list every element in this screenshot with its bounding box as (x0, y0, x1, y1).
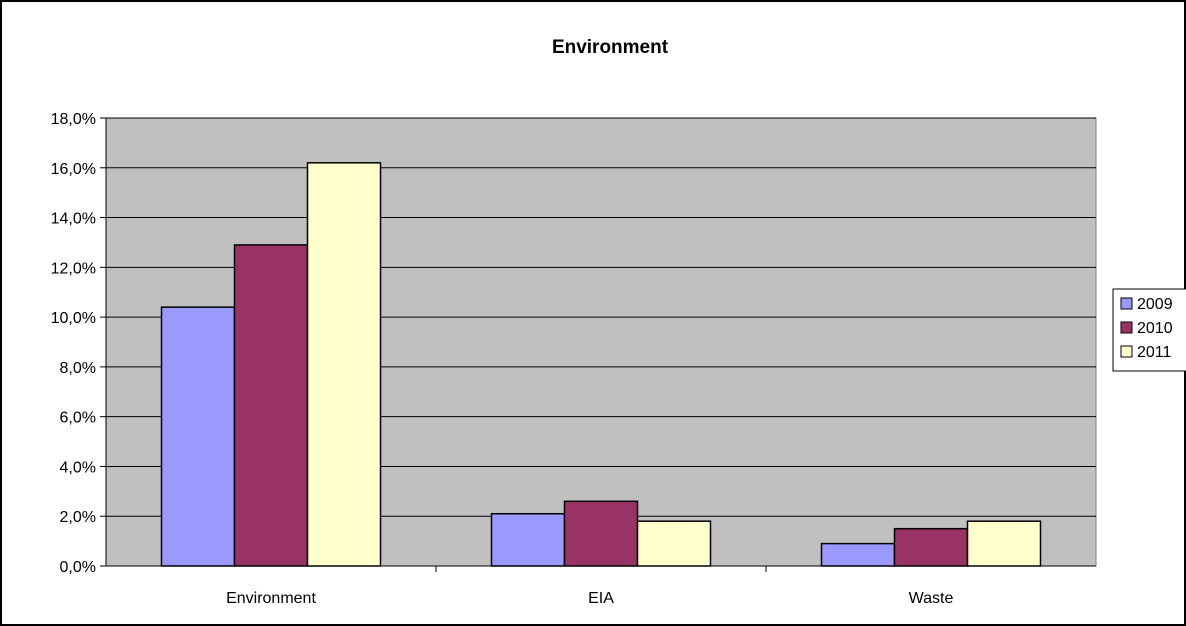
y-tick-label: 2,0% (60, 509, 96, 526)
y-tick-label: 8,0% (60, 360, 96, 377)
legend-label-2011: 2011 (1137, 344, 1172, 361)
bar-2009-waste (820, 542, 896, 567)
y-tick-label: 14,0% (51, 211, 96, 228)
bar-2009-eia (490, 512, 566, 567)
bar-2010-waste (893, 527, 969, 567)
legend-swatch-2010 (1120, 321, 1133, 334)
legend-swatch-2011 (1120, 345, 1133, 358)
y-tick-label: 18,0% (51, 111, 96, 128)
x-tick-label: Environment (226, 590, 316, 607)
x-tick-label: Waste (909, 590, 954, 607)
x-tick-label: EIA (588, 590, 614, 607)
y-tick-label: 12,0% (51, 260, 96, 277)
y-tick-label: 0,0% (60, 559, 96, 576)
y-tick-label: 16,0% (51, 161, 96, 178)
bar-2011-eia (636, 520, 712, 567)
legend-label-2010: 2010 (1137, 320, 1173, 337)
plot-area: 0,0% 2,0% 4,0% 6,0% 8,0% 10,0% 12,0% 14,0% 16,0%… (51, 111, 1097, 607)
bar-2011-waste (966, 520, 1042, 567)
bar-2009-environment (160, 306, 236, 567)
bar-2011-environment (306, 162, 382, 567)
bar-2010-environment (233, 244, 309, 567)
y-tick-label: 6,0% (60, 410, 96, 427)
bar-2010-eia (563, 500, 639, 567)
legend-swatch-2009 (1120, 297, 1133, 310)
legend: 2009 2010 2011 (1112, 288, 1186, 372)
y-tick-label: 4,0% (60, 459, 96, 476)
y-tick-label: 10,0% (51, 310, 96, 327)
chart-title: Environment (552, 37, 669, 58)
legend-label-2009: 2009 (1137, 296, 1173, 313)
